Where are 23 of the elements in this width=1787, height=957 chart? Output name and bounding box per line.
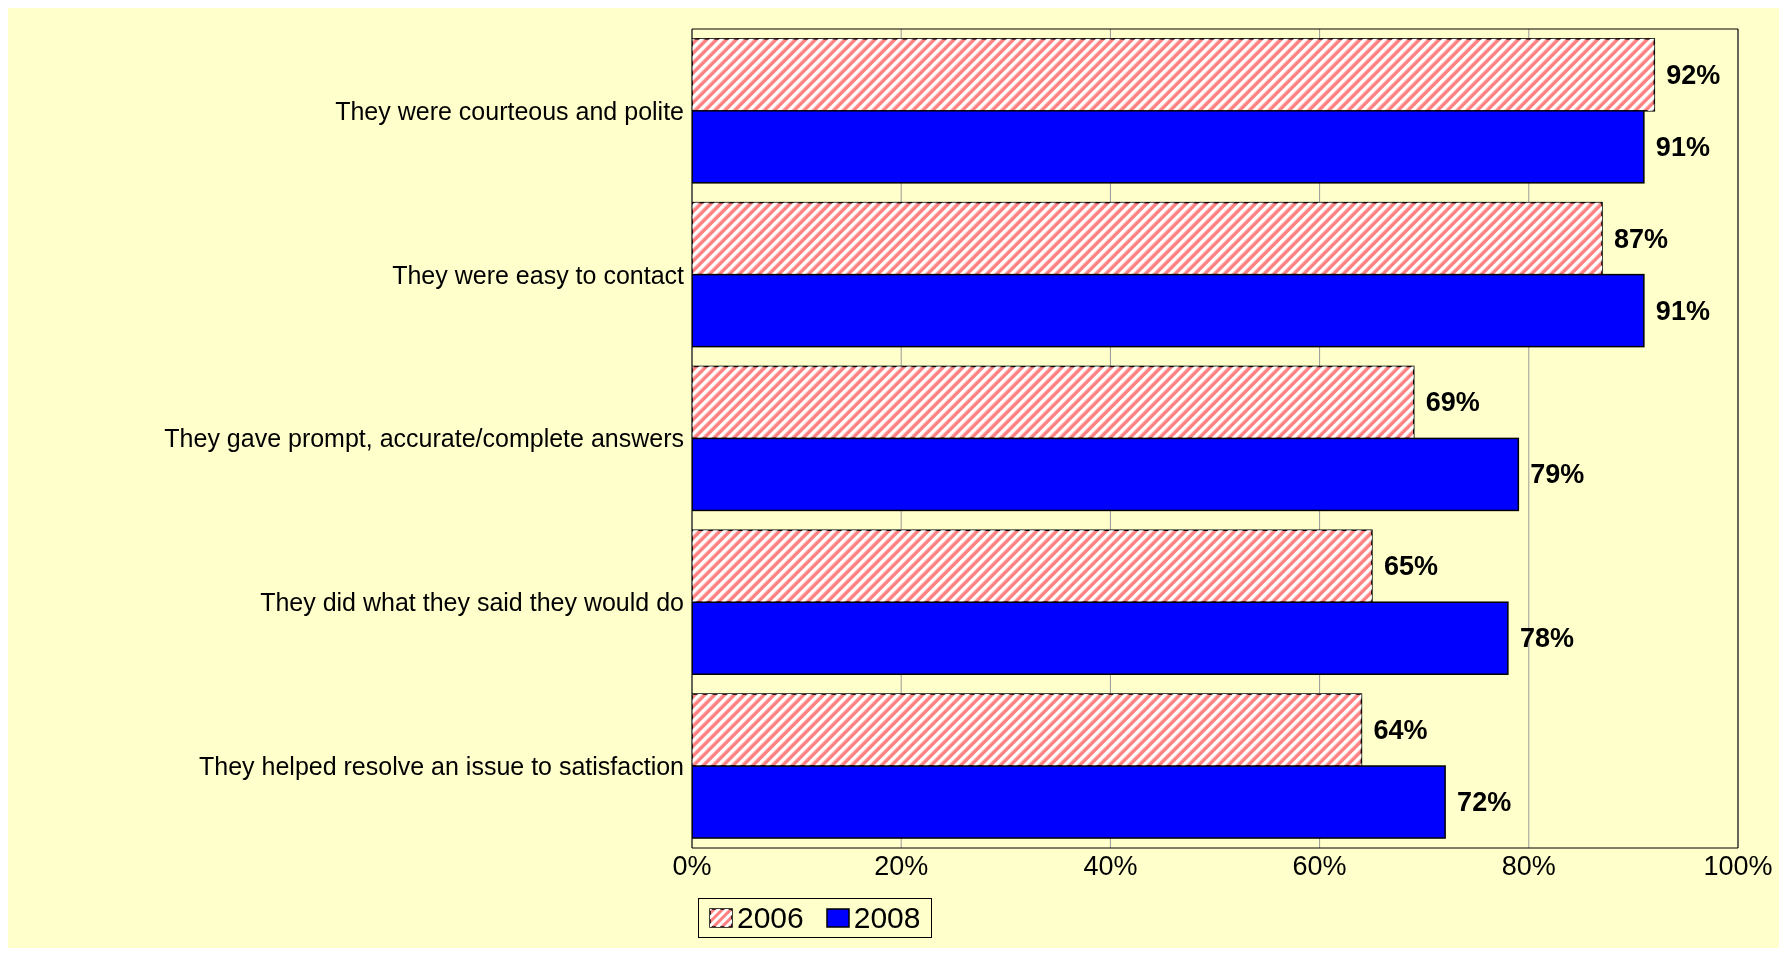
x-tick-label: 80% bbox=[1501, 851, 1556, 882]
data-label: 72% bbox=[1457, 787, 1512, 818]
data-label: 92% bbox=[1666, 59, 1721, 90]
y-tick-label: They helped resolve an issue to satisfaction bbox=[199, 751, 684, 780]
x-tick-label: 40% bbox=[1083, 851, 1138, 882]
data-label: 79% bbox=[1530, 459, 1585, 490]
data-label: 65% bbox=[1383, 551, 1438, 582]
y-tick-label: They were easy to contact bbox=[392, 260, 685, 289]
data-label: 91% bbox=[1655, 295, 1710, 326]
y-tick-label: They were courteous and polite bbox=[335, 96, 684, 125]
x-tick-label: 0% bbox=[672, 851, 712, 882]
y-tick-label: They did what they said they would do bbox=[260, 588, 684, 617]
x-tick-label: 20% bbox=[874, 851, 929, 882]
x-tick-label: 60% bbox=[1292, 851, 1347, 882]
y-tick-label: They gave prompt, accurate/complete answers bbox=[164, 424, 684, 453]
x-tick-label: 100% bbox=[1703, 851, 1773, 882]
legend-label: 2008 bbox=[852, 901, 921, 935]
data-label: 69% bbox=[1425, 387, 1480, 418]
legend-label: 2006 bbox=[736, 901, 804, 935]
data-label: 91% bbox=[1655, 131, 1710, 162]
data-label: 64% bbox=[1373, 715, 1428, 746]
data-label: 78% bbox=[1519, 623, 1574, 654]
data-label: 87% bbox=[1614, 223, 1669, 254]
